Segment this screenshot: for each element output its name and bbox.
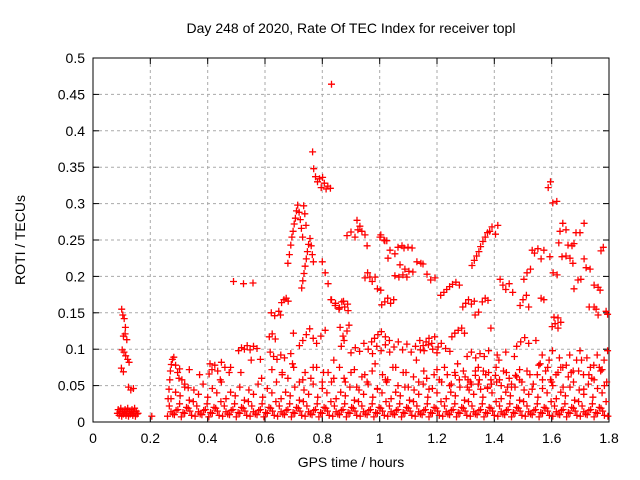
chart-title: Day 248 of 2020, Rate Of TEC Index for r… [187, 20, 516, 36]
data-points [113, 80, 612, 421]
y-tick-label: 0.25 [58, 232, 85, 248]
y-tick-label: 0.2 [66, 268, 86, 284]
y-tick-label: 0 [77, 414, 85, 430]
plot-border [92, 57, 610, 423]
x-tick-label: 1.6 [542, 430, 562, 446]
y-tick-label: 0.05 [58, 378, 85, 394]
y-tick-label: 0.4 [66, 123, 86, 139]
y-tick-label: 0.5 [66, 50, 86, 66]
x-tick-label: 1 [376, 430, 384, 446]
tick-labels: 0 0.2 0.4 0.6 0.8 1 1.2 1.4 1.6 1.8 0 0.05 0.1 0.15 0.… [58, 50, 619, 446]
x-axis-label: GPS time / hours [298, 454, 405, 470]
y-axis-label: ROTI / TECUs [12, 195, 28, 285]
x-tick-label: 0.4 [198, 430, 218, 446]
y-tick-label: 0.15 [58, 305, 85, 321]
x-tick-label: 0.8 [313, 430, 333, 446]
x-tick-label: 1.2 [427, 430, 447, 446]
x-tick-label: 1.4 [485, 430, 505, 446]
y-tick-label: 0.1 [66, 341, 86, 357]
x-tick-label: 0.2 [141, 430, 161, 446]
x-tick-label: 1.8 [599, 430, 619, 446]
y-tick-label: 0.35 [58, 159, 85, 175]
gridlines [93, 58, 609, 422]
x-tick-label: 0.6 [255, 430, 275, 446]
x-tick-label: 0 [89, 430, 97, 446]
scatter-plus-markers [113, 80, 612, 421]
y-tick-label: 0.45 [58, 86, 85, 102]
y-tick-label: 0.3 [66, 196, 86, 212]
